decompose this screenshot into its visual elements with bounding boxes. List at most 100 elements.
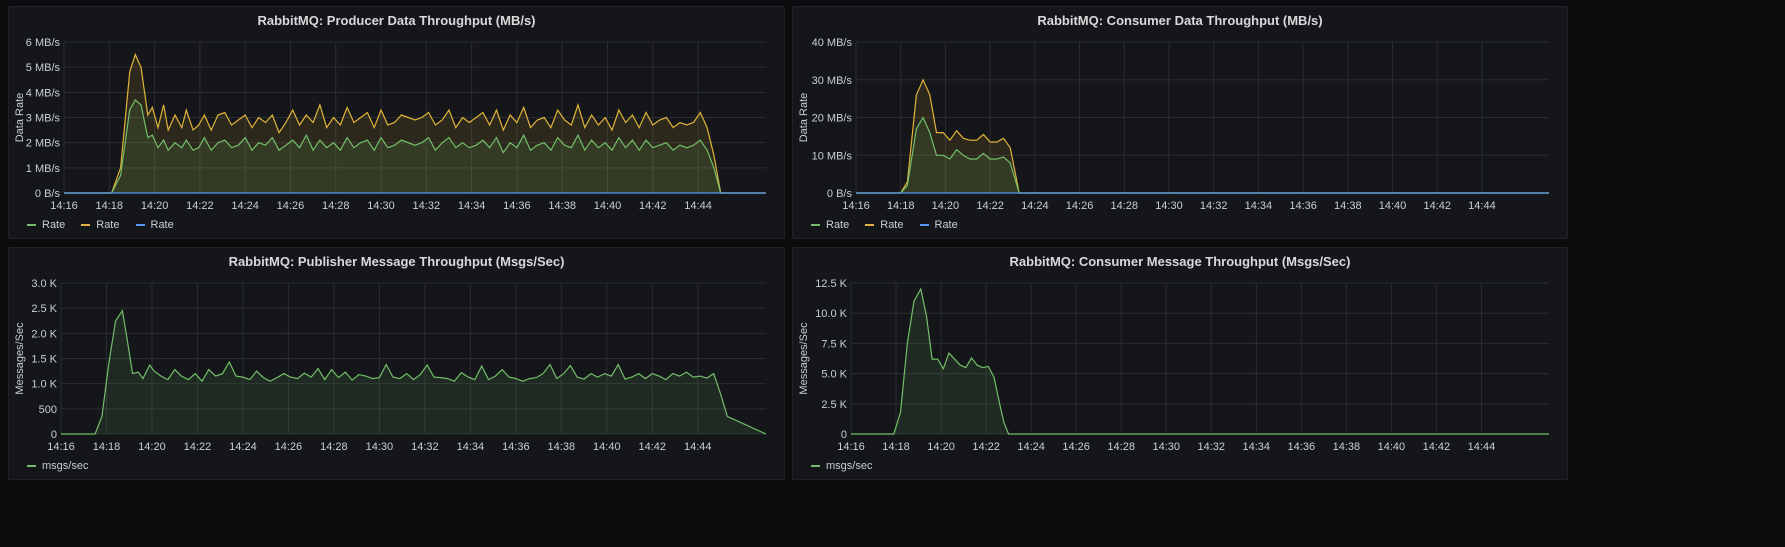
y-tick-label: 3 MB/s [26, 113, 61, 125]
legend-swatch [27, 465, 36, 467]
series-line [61, 309, 767, 435]
y-tick-label: 20 MB/s [812, 113, 853, 125]
x-tick-label: 14:36 [1288, 441, 1316, 453]
legend-swatch [27, 224, 36, 226]
legend-item[interactable]: Rate [81, 219, 120, 231]
x-tick-label: 14:28 [322, 200, 350, 212]
y-tick-label: 1 MB/s [26, 163, 61, 175]
x-tick-label: 14:32 [413, 200, 441, 212]
legend-label: Rate [42, 219, 66, 231]
y-tick-label: 2.5 K [821, 399, 847, 411]
legend-item[interactable]: msgs/sec [27, 460, 88, 472]
x-tick-label: 14:42 [639, 200, 667, 212]
x-tick-label: 14:20 [927, 441, 955, 453]
x-tick-label: 14:40 [594, 200, 622, 212]
chart-publisher-messages: 0 500 1.0 K 1.5 K 2.0 K 2.5 K 3.0 K 14:16 14:18 1… [14, 278, 767, 453]
legend-item[interactable]: Rate [811, 219, 849, 231]
series-line [856, 78, 1549, 194]
series-line [64, 98, 766, 194]
series-line [856, 116, 1549, 194]
x-tick-label: 14:36 [503, 200, 531, 212]
x-tick-label: 14:44 [1468, 441, 1496, 453]
x-tick-label: 14:34 [1243, 441, 1271, 453]
x-tick-label: 14:40 [593, 441, 621, 453]
x-tick-label: 14:38 [548, 200, 576, 212]
y-tick-label: 500 [39, 404, 57, 416]
panel-title[interactable]: RabbitMQ: Producer Data Throughput (MB/s… [257, 13, 536, 28]
x-tick-label: 14:22 [972, 441, 1000, 453]
series-area [61, 310, 766, 434]
x-tick-label: 14:44 [1468, 200, 1496, 212]
panel-title[interactable]: RabbitMQ: Consumer Message Throughput (M… [1009, 254, 1351, 269]
legend-label: Rate [826, 219, 850, 231]
x-tick-label: 14:36 [502, 441, 530, 453]
legend-label: Rate [96, 219, 120, 231]
x-tick-label: 14:30 [1155, 200, 1183, 212]
legend: msgs/sec [811, 460, 872, 472]
x-tick-label: 14:40 [1379, 200, 1407, 212]
x-tick-label: 14:36 [1289, 200, 1317, 212]
legend: Rate Rate Rate [27, 219, 174, 231]
x-tick-label: 14:26 [1066, 200, 1094, 212]
chart-consumer-data: 0 B/s 10 MB/s 20 MB/s 30 MB/s 40 MB/s 14:16 14… [798, 37, 1549, 212]
y-tick-label: 0 [51, 429, 57, 441]
legend-item[interactable]: Rate [919, 219, 958, 231]
x-tick-label: 14:44 [684, 441, 712, 453]
x-tick-label: 14:30 [1152, 441, 1180, 453]
y-axis-label: Data Rate [14, 93, 26, 143]
chart-producer-data: 0 B/s 1 MB/s 2 MB/s 3 MB/s 4 MB/s 5 MB/s 6 MB/… [14, 37, 766, 212]
x-tick-label: 14:20 [138, 441, 166, 453]
y-tick-label: 0 B/s [827, 188, 853, 200]
legend-swatch [811, 465, 820, 467]
x-tick-label: 14:26 [275, 441, 303, 453]
y-tick-label: 2.5 K [31, 303, 57, 315]
legend-swatch [811, 224, 820, 226]
legend: msgs/sec [27, 460, 88, 472]
legend-label: msgs/sec [826, 460, 873, 472]
y-tick-label: 0 B/s [35, 188, 61, 200]
series-area [64, 54, 766, 193]
legend-swatch [919, 224, 929, 226]
legend-item[interactable]: msgs/sec [811, 460, 872, 472]
y-tick-label: 10.0 K [815, 308, 847, 320]
legend-item[interactable]: Rate [865, 219, 904, 231]
y-tick-label: 2 MB/s [26, 138, 61, 150]
y-tick-label: 5.0 K [821, 369, 847, 381]
x-tick-label: 14:32 [1200, 200, 1228, 212]
panel-consumer-data-throughput: RabbitMQ: Consumer Data Throughput (MB/s… [792, 6, 1568, 239]
y-tick-label: 6 MB/s [26, 37, 61, 49]
x-tick-label: 14:16 [47, 441, 75, 453]
x-tick-label: 14:18 [93, 441, 121, 453]
legend-swatch [81, 224, 91, 226]
panel-producer-data-throughput: RabbitMQ: Producer Data Throughput (MB/s… [8, 6, 785, 239]
x-tick-label: 14:20 [932, 200, 960, 212]
x-tick-label: 14:18 [96, 200, 124, 212]
legend-item[interactable]: Rate [27, 219, 65, 231]
y-tick-label: 12.5 K [815, 278, 847, 290]
legend-label: msgs/sec [42, 460, 89, 472]
x-tick-label: 14:16 [842, 200, 870, 212]
x-tick-label: 14:34 [1245, 200, 1273, 212]
series-area [856, 79, 1549, 193]
panel-title[interactable]: RabbitMQ: Consumer Data Throughput (MB/s… [1037, 13, 1323, 28]
x-tick-label: 14:26 [1062, 441, 1090, 453]
x-tick-label: 14:34 [457, 441, 485, 453]
x-tick-label: 14:42 [639, 441, 667, 453]
x-tick-label: 14:18 [882, 441, 910, 453]
y-tick-label: 0 [841, 429, 847, 441]
series-line [851, 287, 1549, 435]
x-tick-label: 14:38 [1333, 441, 1361, 453]
y-axis-label: Messages/Sec [798, 322, 810, 395]
y-axis-label: Messages/Sec [14, 322, 26, 395]
panel-title[interactable]: RabbitMQ: Publisher Message Throughput (… [228, 254, 565, 269]
x-tick-label: 14:42 [1423, 200, 1451, 212]
x-tick-label: 14:24 [229, 441, 257, 453]
x-tick-label: 14:44 [684, 200, 712, 212]
panel-publisher-message-throughput: RabbitMQ: Publisher Message Throughput (… [8, 247, 785, 480]
series-line [64, 52, 766, 194]
y-tick-label: 1.5 K [31, 354, 57, 366]
y-tick-label: 7.5 K [821, 338, 847, 350]
legend-item[interactable]: Rate [135, 219, 174, 231]
y-tick-label: 4 MB/s [26, 87, 61, 99]
x-tick-label: 14:42 [1423, 441, 1451, 453]
